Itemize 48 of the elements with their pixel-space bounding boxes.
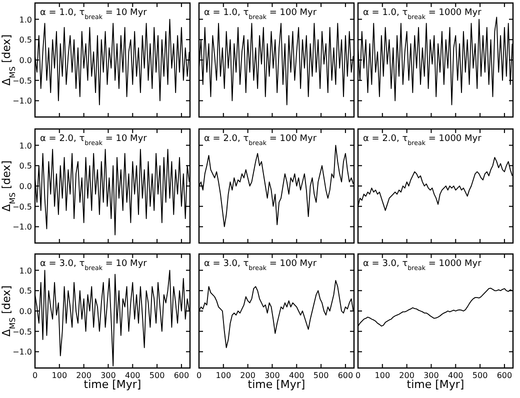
x-tick-label: 100 xyxy=(374,371,390,380)
text: α = 2.0, τ$_{break}$ = 1000 Myr xyxy=(363,134,482,146)
x-tick-label: 200 xyxy=(240,371,256,380)
x-tick-label: 500 xyxy=(472,371,488,380)
y-tick-label: −0.5 xyxy=(12,202,32,212)
y-tick-label: −1.0 xyxy=(12,348,32,357)
text: α = 3.0, τ$_{break}$ = 100 Myr xyxy=(204,259,317,272)
text: α = 2.0, τ$_{break}$ = 10 Myr xyxy=(40,134,148,146)
y-tick-label: 0.5 xyxy=(19,36,32,45)
x-tick-label: 100 xyxy=(216,371,232,380)
y-tick-label: −0.5 xyxy=(12,327,32,336)
y-tick-label: 1.0 xyxy=(19,141,32,150)
x-tick-label: 400 xyxy=(448,371,464,380)
x-tick-label: 0 xyxy=(32,371,38,380)
y-tick-label: −1.0 xyxy=(12,96,32,106)
x-tick-label: 300 xyxy=(264,371,280,380)
x-tick-label: 100 xyxy=(52,371,68,380)
y-tick-label: 0.0 xyxy=(19,307,32,316)
x-tick-label: 400 xyxy=(124,371,140,380)
y-tick-label: 0.5 xyxy=(19,162,32,171)
x-tick-label: 200 xyxy=(76,371,92,380)
y-tick-label: 0.0 xyxy=(19,56,32,65)
x-tick-label: 600 xyxy=(338,371,354,380)
x-axis-title: time [Myr] xyxy=(84,378,142,391)
x-axis-title: time [Myr] xyxy=(406,378,464,391)
x-tick-label: 300 xyxy=(100,371,116,380)
text: α = 2.0, τ$_{break}$ = 100 Myr xyxy=(204,134,317,146)
y-tick-label: −0.5 xyxy=(12,76,32,86)
x-axis-title: time [Myr] xyxy=(248,378,306,391)
y-tick-label: 0.0 xyxy=(19,182,32,191)
text: α = 1.0, τ$_{break}$ = 100 Myr xyxy=(204,8,317,20)
text: α = 3.0, τ$_{break}$ = 1000 Myr xyxy=(363,259,482,272)
x-tick-label: 600 xyxy=(496,371,512,380)
x-tick-label: 0 xyxy=(355,371,361,380)
y-tick-label: 0.5 xyxy=(19,286,32,296)
text: α = 3.0, τ$_{break}$ = 10 Myr xyxy=(40,259,148,272)
text: α = 1.0, τ$_{break}$ = 10 Myr xyxy=(40,8,148,20)
text: α = 1.0, τ$_{break}$ = 1000 Myr xyxy=(363,8,482,20)
x-tick-label: 500 xyxy=(149,371,165,380)
x-tick-label: 500 xyxy=(313,371,329,380)
x-tick-label: 0 xyxy=(196,371,202,380)
x-tick-label: 300 xyxy=(424,371,439,380)
y-tick-label: 1.0 xyxy=(19,266,32,276)
y-tick-label: 1.0 xyxy=(19,15,32,24)
x-tick-label: 400 xyxy=(288,371,304,380)
x-tick-label: 200 xyxy=(399,371,414,380)
y-tick-label: −1.0 xyxy=(12,222,32,232)
x-tick-label: 600 xyxy=(174,371,190,380)
